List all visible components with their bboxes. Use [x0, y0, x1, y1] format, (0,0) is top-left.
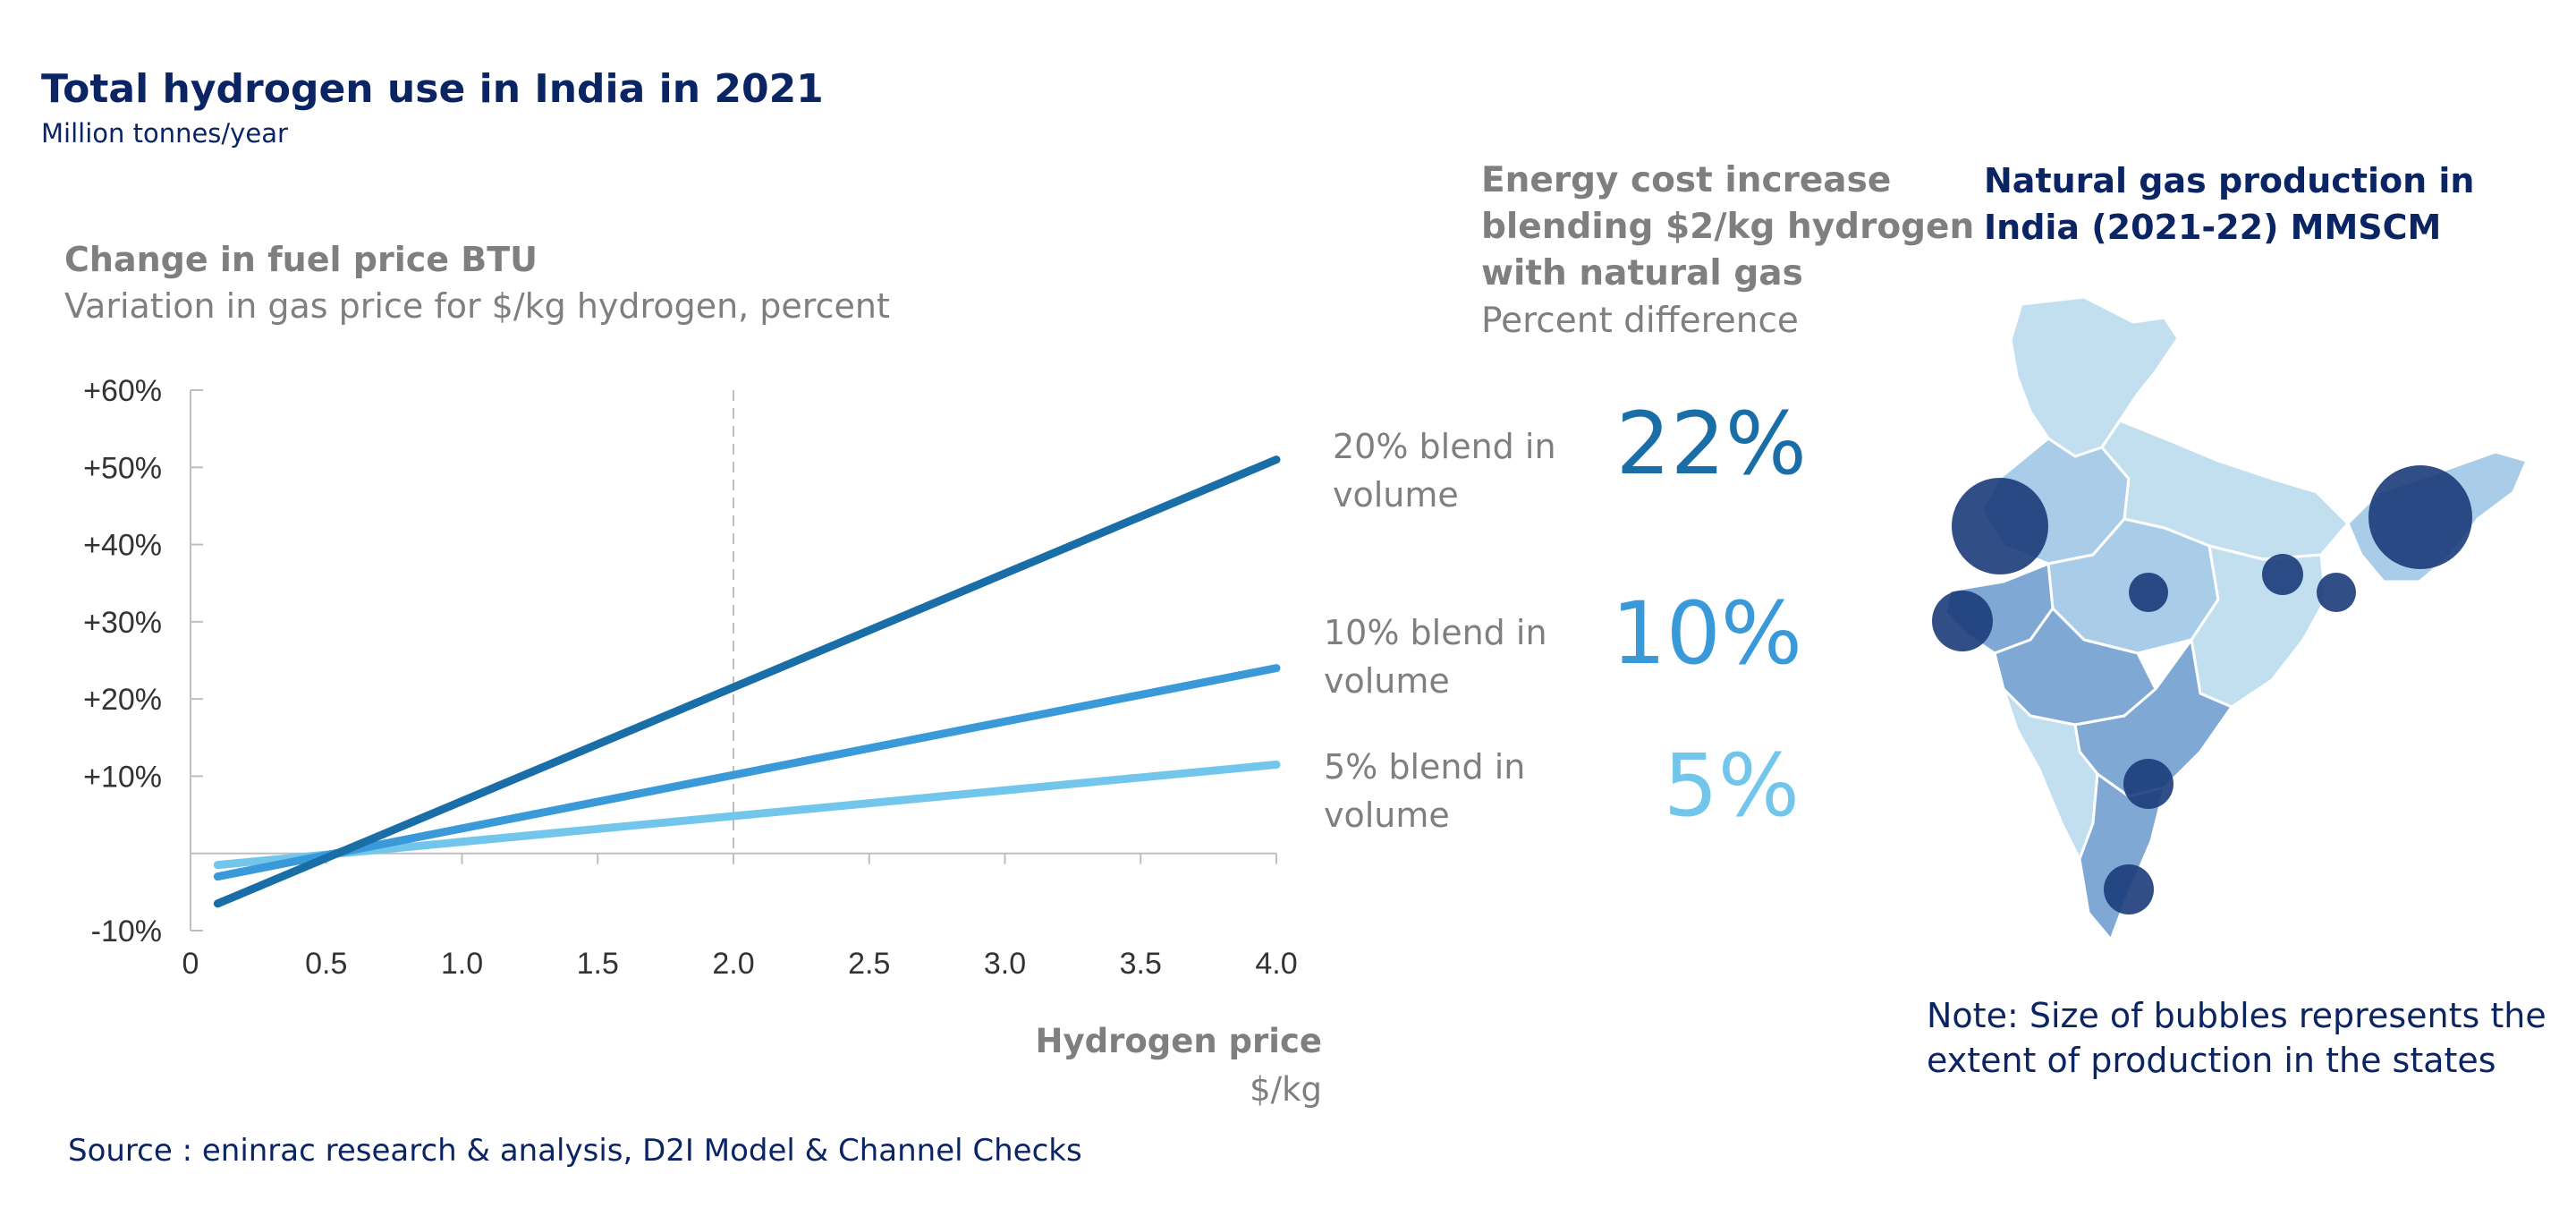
y-tick-label: -10%: [91, 915, 162, 949]
x-tick-label: 0.5: [305, 947, 347, 981]
source-note: Source : eninrac research & analysis, D2…: [68, 1133, 1082, 1169]
y-tick-label: +30%: [83, 606, 162, 640]
x-tick-label: 1.5: [577, 947, 619, 981]
x-tick-label: 4.0: [1255, 947, 1297, 981]
energy-cost-subtitle: Percent difference: [1481, 301, 1799, 341]
bubble-andhra: [2123, 759, 2174, 809]
y-tick-label: +10%: [83, 760, 162, 794]
gas-map-title: Natural gas production in India (2021-22…: [1984, 161, 2475, 247]
production-bubbles: [1932, 465, 2472, 915]
chart-title: Change in fuel price BTU: [64, 240, 538, 279]
india-outline: [1944, 295, 2529, 941]
bubble-madhya-pradesh: [2129, 573, 2168, 612]
y-tick-label: +20%: [83, 683, 162, 717]
x-tick-label: 0: [182, 947, 199, 981]
bubble-tamil-nadu: [2104, 864, 2154, 915]
india-map: [1932, 295, 2529, 941]
series-line: [213, 455, 1281, 908]
energy-cost-value-10: 10%: [1611, 583, 1802, 684]
bubble-west-bengal: [2262, 554, 2303, 595]
bubble-rajasthan: [1952, 478, 2048, 574]
page-subtitle: Million tonnes/year: [41, 118, 288, 149]
energy-cost-value-20: 22%: [1615, 394, 1807, 494]
x-tick-label: 3.5: [1120, 947, 1162, 981]
energy-cost-value-5: 5%: [1663, 736, 1800, 836]
bubble-assam: [2368, 465, 2472, 569]
map-note: Note: Size of bubbles represents the ext…: [1927, 996, 2546, 1080]
x-tick-label: 2.0: [712, 947, 754, 981]
bubble-gujarat: [1932, 591, 1993, 651]
series-label-5: 5% blend in volume: [1324, 747, 1526, 835]
x-tick-label: 1.0: [441, 947, 483, 981]
y-tick-label: +50%: [83, 451, 162, 485]
y-tick-label: +40%: [83, 529, 162, 563]
page-title: Total hydrogen use in India in 2021: [41, 66, 824, 112]
series-label-10: 10% blend in volume: [1324, 613, 1547, 701]
series-label-20: 20% blend in volume: [1333, 427, 1556, 515]
chart-subtitle: Variation in gas price for $/kg hydrogen…: [64, 286, 890, 326]
energy-cost-title: Energy cost increase blending $2/kg hydr…: [1481, 160, 1975, 293]
series-line: [213, 760, 1281, 870]
x-tick-label: 2.5: [848, 947, 890, 981]
x-tick-label: 3.0: [984, 947, 1026, 981]
x-axis-label: Hydrogen price: [1035, 1022, 1322, 1060]
y-tick-label: +60%: [83, 374, 162, 408]
bubble-tripura: [2317, 573, 2356, 612]
x-axis-unit: $/kg: [1250, 1070, 1322, 1109]
series-line: [213, 664, 1281, 881]
